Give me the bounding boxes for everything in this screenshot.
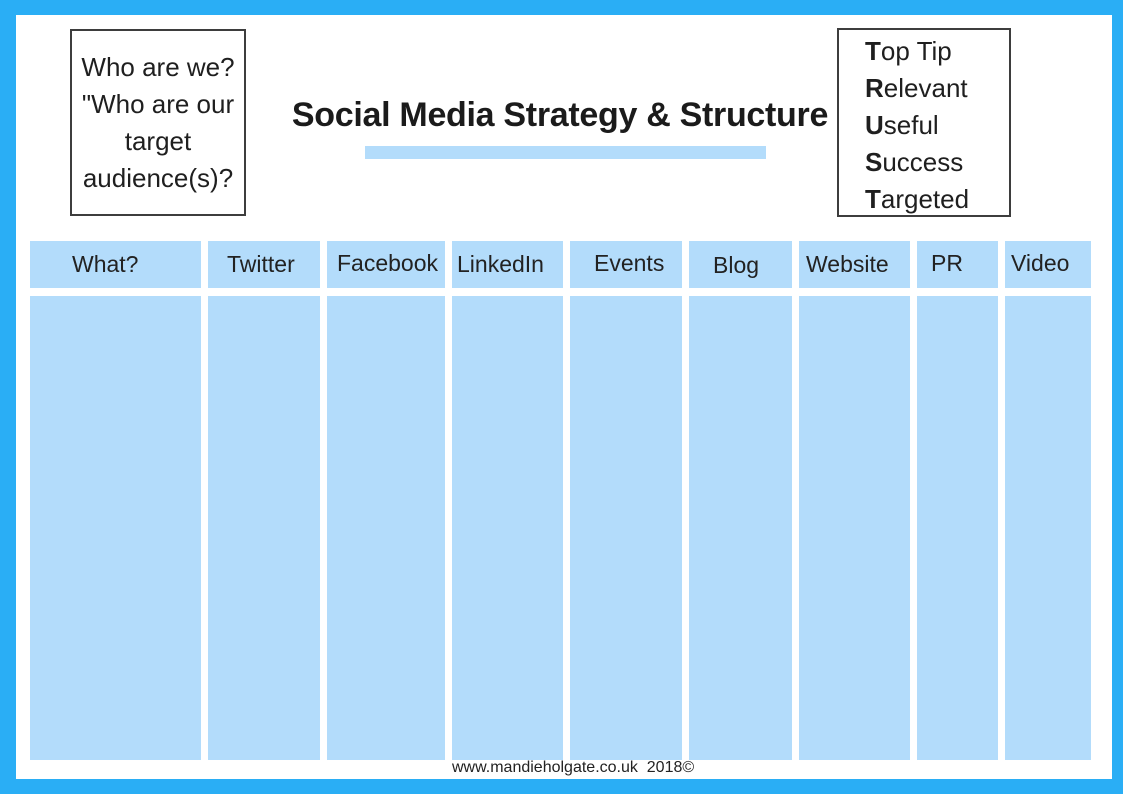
column-header-pr: PR (917, 241, 998, 288)
column-header-what: What? (30, 241, 201, 288)
column-body-facebook[interactable] (327, 296, 445, 760)
column-body-what[interactable] (30, 296, 201, 760)
column-body-linkedin[interactable] (452, 296, 563, 760)
column-body-pr[interactable] (917, 296, 998, 760)
column-body-blog[interactable] (689, 296, 792, 760)
top-tip-box: Top Tip Relevant Useful Success Targeted (837, 28, 1011, 217)
column-header-linkedin: LinkedIn (452, 241, 563, 288)
column-header-website: Website (799, 241, 910, 288)
column-body-website[interactable] (799, 296, 910, 760)
who-are-we-text: Who are we? "Who are our target audience… (81, 51, 235, 193)
column-header-facebook: Facebook (327, 241, 445, 288)
tip-line-relevant: Relevant (865, 73, 968, 103)
column-header-twitter: Twitter (208, 241, 320, 288)
tip-line-targeted: Targeted (865, 184, 970, 214)
column-header-blog: Blog (689, 241, 792, 288)
title-underline (365, 146, 766, 159)
column-body-events[interactable] (570, 296, 682, 760)
tip-line-top-tip: Top Tip (865, 36, 952, 66)
column-header-events: Events (570, 241, 682, 288)
footer-credit: www.mandieholgate.co.uk 2018© (452, 759, 695, 776)
column-body-twitter[interactable] (208, 296, 320, 760)
tip-line-useful: Useful (865, 110, 939, 140)
page-title: Social Media Strategy & Structure (291, 96, 829, 134)
who-are-we-box: Who are we? "Who are our target audience… (70, 29, 246, 216)
column-header-video: Video (1005, 241, 1091, 288)
tip-line-success: Success (865, 147, 964, 177)
column-body-video[interactable] (1005, 296, 1091, 760)
